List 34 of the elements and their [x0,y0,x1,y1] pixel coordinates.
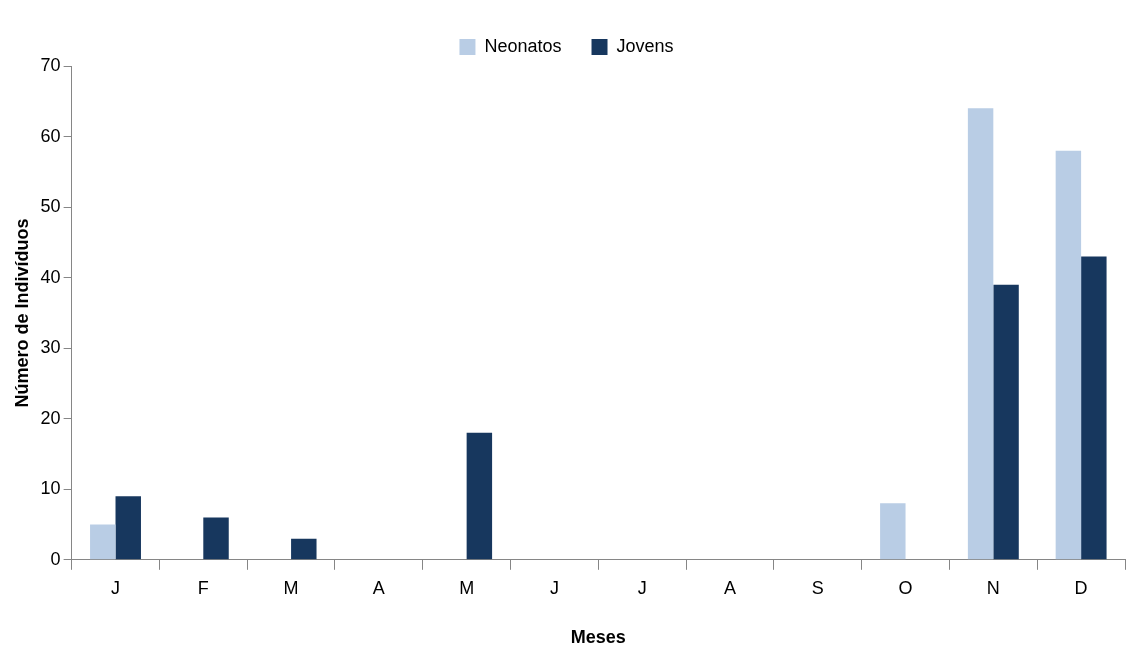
bar [90,524,116,560]
bar [291,538,317,560]
legend-label: Neonatos [484,35,562,56]
bar [1081,256,1107,560]
bar [880,503,906,560]
x-tick-label: N [986,577,1000,598]
x-tick-label: M [459,577,475,598]
bar [203,517,229,560]
x-tick-label: S [811,577,824,598]
y-tick-label: 10 [40,478,61,499]
y-axis-title: Número de Indivíduos [11,218,32,408]
x-tick-label: O [898,577,913,598]
bar [115,496,141,560]
legend-label: Jovens [616,35,674,56]
bar [993,284,1019,560]
bar [967,108,994,560]
x-tick-label: M [283,577,299,598]
y-tick-label: 50 [40,196,61,217]
y-tick-label: 60 [40,125,61,146]
x-tick-label: A [723,577,736,598]
y-tick-label: 30 [40,337,61,358]
y-tick-label: 70 [40,54,61,75]
y-tick-label: 40 [40,266,61,287]
x-tick-label: A [372,577,385,598]
bar [466,432,493,560]
x-axis-title: Meses [570,627,626,648]
y-tick-label: 20 [40,407,61,428]
x-tick-label: D [1074,577,1088,598]
x-tick-label: F [197,577,209,598]
x-tick-label: J [637,577,647,598]
y-tick-label: 0 [50,548,61,569]
bar [1055,150,1082,560]
x-tick-label: J [549,577,559,598]
x-tick-label: J [111,577,121,598]
